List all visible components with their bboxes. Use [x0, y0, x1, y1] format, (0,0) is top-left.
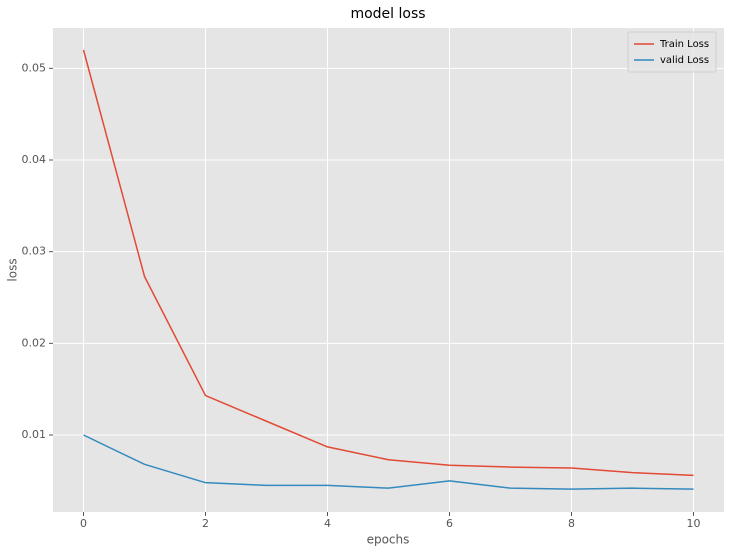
x-tick-label: 0 [80, 517, 87, 530]
x-tick-label: 4 [324, 517, 331, 530]
x-tick-label: 10 [687, 517, 701, 530]
x-axis-label: epochs [367, 533, 410, 547]
y-tick-label: 0.03 [22, 245, 47, 258]
y-tick-label: 0.02 [22, 336, 47, 349]
x-tick-label: 2 [202, 517, 209, 530]
y-tick-label: 0.04 [22, 153, 47, 166]
y-axis-label: loss [6, 258, 20, 281]
legend-label: valid Loss [660, 55, 709, 66]
y-tick-label: 0.05 [22, 61, 47, 74]
chart-title: model loss [350, 6, 425, 22]
legend-label: Train Loss [659, 39, 709, 50]
x-tick-label: 6 [446, 517, 453, 530]
y-tick-label: 0.01 [22, 428, 47, 441]
series-line [83, 434, 694, 490]
plot-area [53, 28, 724, 512]
series-line [82, 49, 694, 477]
legend-box [627, 31, 717, 73]
x-tick-label: 8 [568, 517, 575, 530]
